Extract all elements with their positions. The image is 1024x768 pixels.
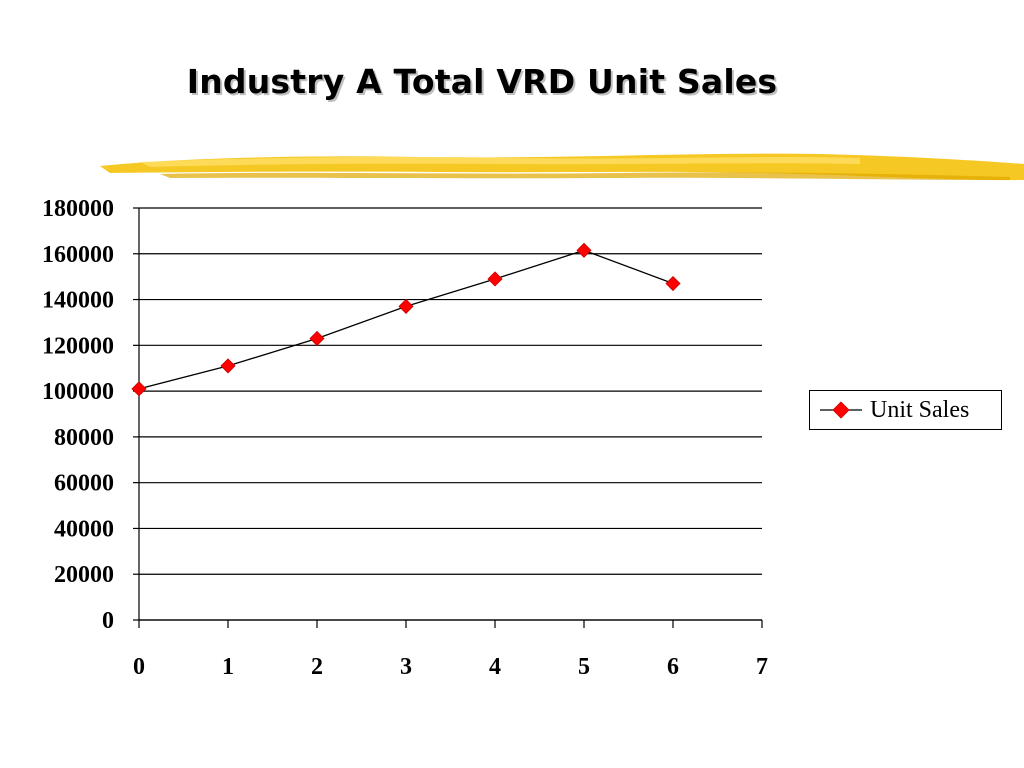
- data-point-5: [576, 242, 592, 258]
- x-tick-label-4: 4: [489, 654, 501, 680]
- y-tick-label-0: 0: [102, 608, 114, 634]
- data-point-4: [487, 271, 503, 287]
- data-point-2: [309, 330, 325, 347]
- x-tick-label-1: 1: [222, 654, 234, 680]
- x-tick-label-2: 2: [311, 654, 323, 680]
- data-point-1: [220, 358, 236, 374]
- data-point-6: [665, 275, 681, 292]
- x-tick-label-7: 7: [756, 654, 768, 680]
- y-tick-label-9: 180000: [42, 196, 114, 222]
- y-tick-label-8: 160000: [42, 242, 114, 268]
- series-line-0: [138, 249, 674, 390]
- y-tick-label-2: 40000: [54, 516, 114, 542]
- y-tick-label-1: 20000: [54, 562, 114, 588]
- legend-label: Unit Sales: [870, 396, 970, 423]
- data-point-3: [398, 298, 414, 314]
- legend-swatch-diamond-icon: [820, 401, 862, 419]
- x-tick-label-6: 6: [667, 654, 679, 680]
- x-tick-label-3: 3: [400, 654, 412, 680]
- y-tick-label-6: 120000: [42, 333, 114, 359]
- y-tick-label-4: 80000: [54, 425, 114, 451]
- y-tick-label-3: 60000: [54, 471, 114, 497]
- x-tick-label-5: 5: [578, 654, 590, 680]
- data-point-0: [131, 381, 147, 397]
- x-tick-label-0: 0: [133, 654, 145, 680]
- legend: Unit Sales: [809, 390, 1002, 430]
- decorative-brush-stroke: [100, 153, 1024, 181]
- y-tick-label-7: 140000: [42, 288, 114, 314]
- y-tick-label-5: 100000: [42, 379, 114, 405]
- chart-title: Industry A Total VRD Unit Sales: [186, 62, 778, 101]
